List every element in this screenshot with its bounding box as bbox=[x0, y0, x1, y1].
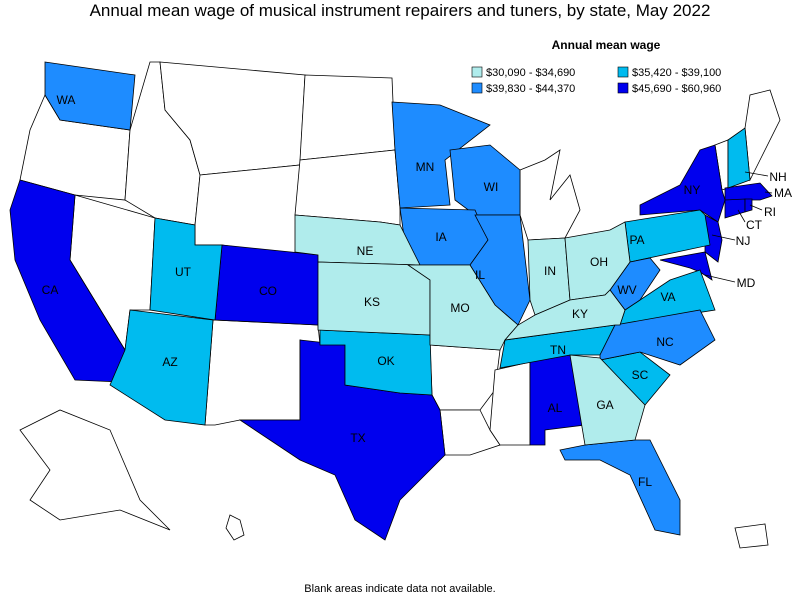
leader-line bbox=[704, 274, 736, 283]
state-label: CO bbox=[259, 284, 277, 298]
state bbox=[504, 289, 626, 341]
state-label: SC bbox=[632, 368, 649, 382]
state-label: MO bbox=[450, 301, 469, 315]
state-label: RI bbox=[764, 205, 776, 219]
state-labels: NE KS MO IN OH KY GA UT AZ OK TN PA NH S… bbox=[42, 93, 792, 489]
state-label: AZ bbox=[162, 355, 177, 369]
legend-label: $30,090 - $34,690 bbox=[486, 67, 575, 79]
state bbox=[659, 251, 713, 281]
leader-line bbox=[764, 191, 773, 194]
leader-line bbox=[711, 234, 736, 241]
state-label: NY bbox=[684, 183, 701, 197]
state-label: UT bbox=[175, 265, 192, 279]
leader-line bbox=[737, 209, 746, 223]
state-label: MN bbox=[416, 160, 435, 174]
state-label: GA bbox=[596, 398, 613, 412]
state bbox=[9, 179, 126, 383]
state bbox=[489, 361, 531, 446]
legend: $30,090 - $34,690 $35,420 - $39,100 $39,… bbox=[471, 66, 721, 95]
state bbox=[727, 127, 751, 189]
state-label: WV bbox=[617, 283, 636, 297]
state bbox=[294, 149, 401, 226]
state-label: KY bbox=[572, 307, 588, 321]
legend-label: $35,420 - $39,100 bbox=[632, 67, 721, 79]
leader-line bbox=[744, 171, 769, 177]
state-label: NH bbox=[769, 170, 786, 184]
leader-line bbox=[749, 204, 763, 211]
leader-lines bbox=[704, 171, 773, 283]
state bbox=[44, 61, 136, 131]
state bbox=[109, 309, 214, 426]
state-label: IA bbox=[435, 230, 446, 244]
state bbox=[391, 101, 491, 209]
state bbox=[299, 74, 396, 161]
state-label: NC bbox=[656, 335, 674, 349]
legend-label: $45,690 - $60,960 bbox=[632, 83, 721, 95]
legend-title: Annual mean wage bbox=[552, 38, 661, 52]
blank-states bbox=[19, 61, 781, 549]
state bbox=[519, 149, 581, 241]
state-label: OH bbox=[590, 255, 608, 269]
state-label: WA bbox=[57, 93, 76, 107]
state-label: IL bbox=[475, 268, 485, 282]
state-label: NE bbox=[357, 244, 374, 258]
state-label: AL bbox=[548, 401, 563, 415]
state-label: MA bbox=[774, 186, 792, 200]
state bbox=[194, 164, 301, 256]
state bbox=[429, 344, 501, 411]
state-label: IN bbox=[544, 264, 556, 278]
legend-swatch bbox=[471, 82, 483, 94]
map-title: Annual mean wage of musical instrument r… bbox=[90, 1, 711, 20]
state-label: FL bbox=[638, 475, 652, 489]
state bbox=[724, 198, 746, 219]
state-label: CT bbox=[746, 218, 763, 232]
state bbox=[19, 409, 171, 531]
legend-swatch bbox=[617, 82, 629, 94]
state bbox=[599, 309, 716, 366]
legend-label: $39,830 - $44,370 bbox=[486, 83, 575, 95]
footnote: Blank areas indicate data not available. bbox=[304, 583, 495, 595]
legend-swatch bbox=[471, 66, 483, 78]
state bbox=[559, 439, 681, 536]
state-label: PA bbox=[629, 233, 644, 247]
state bbox=[639, 144, 726, 223]
state bbox=[744, 89, 781, 182]
state-label: KS bbox=[364, 295, 380, 309]
state bbox=[744, 198, 753, 213]
state-label: TN bbox=[550, 343, 566, 357]
legend-swatch bbox=[617, 66, 629, 78]
state-label: VA bbox=[660, 290, 675, 304]
states bbox=[9, 61, 773, 541]
state bbox=[149, 217, 223, 321]
state bbox=[569, 354, 646, 446]
state bbox=[225, 514, 245, 541]
state-label: CA bbox=[42, 283, 59, 297]
state-label: MD bbox=[737, 276, 756, 290]
state-label: NJ bbox=[736, 234, 751, 248]
state-label: OK bbox=[377, 354, 394, 368]
state-label: TX bbox=[350, 431, 365, 445]
state bbox=[724, 182, 773, 201]
state bbox=[734, 523, 769, 549]
state-label: WI bbox=[484, 180, 499, 194]
